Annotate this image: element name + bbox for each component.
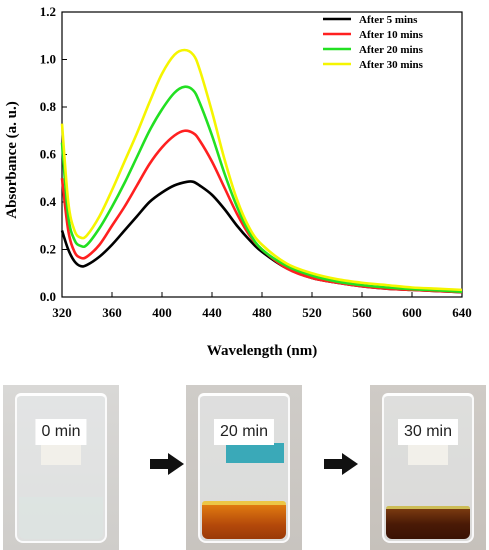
absorbance-chart: 0.0 0.2 0.4 0.6 0.8 1.0 1.2 320 360 400 440 480 520… xyxy=(4,4,472,359)
y-tick-label: 0.0 xyxy=(40,289,56,304)
x-tick-label: 640 xyxy=(452,305,472,320)
y-tick-label: 0.4 xyxy=(40,194,57,209)
legend-label: After 20 mins xyxy=(359,44,424,56)
blue-tape xyxy=(226,443,284,463)
x-tick-label: 480 xyxy=(252,305,272,320)
y-tick-label: 0.6 xyxy=(40,147,57,162)
x-tick-label: 600 xyxy=(402,305,422,320)
series-line-2 xyxy=(60,129,463,294)
solution-dark-brown xyxy=(386,509,470,539)
beaker-glass xyxy=(15,393,107,543)
legend-label: After 10 mins xyxy=(359,29,424,41)
y-tick-label: 0.8 xyxy=(40,99,57,114)
x-tick-label: 520 xyxy=(302,305,322,320)
solution-meniscus xyxy=(386,506,470,511)
x-tick-label: 400 xyxy=(152,305,172,320)
right-arrow-icon xyxy=(324,453,358,475)
beaker-photo-0min: 0 min xyxy=(3,385,119,550)
right-arrow-icon xyxy=(150,453,184,475)
beaker-glass xyxy=(382,393,474,543)
legend-label: After 30 mins xyxy=(359,59,424,71)
y-tick-label: 0.2 xyxy=(40,242,56,257)
series-line-3 xyxy=(60,85,463,294)
x-tick-label: 560 xyxy=(352,305,372,320)
solution-orange xyxy=(202,505,286,539)
beaker-photo-20min: 20 min xyxy=(186,385,302,550)
solution-meniscus xyxy=(202,501,286,507)
beaker-photo-row: 0 min 20 min 30 min xyxy=(0,385,489,550)
x-axis-label: Wavelength (nm) xyxy=(207,343,317,359)
beaker-photo-30min: 30 min xyxy=(370,385,486,550)
time-label-0min: 0 min xyxy=(35,419,87,445)
x-tick-label: 360 xyxy=(102,305,122,320)
solution-clear xyxy=(19,497,103,539)
y-tick-label: 1.2 xyxy=(40,4,56,19)
y-axis-label: Absorbance (a. u.) xyxy=(4,101,20,219)
series-line-4 xyxy=(60,48,463,292)
y-tick-label: 1.0 xyxy=(40,52,56,67)
x-tick-label: 320 xyxy=(52,305,72,320)
x-tick-label: 440 xyxy=(202,305,222,320)
beaker-glass xyxy=(198,393,290,543)
time-label-30min: 30 min xyxy=(397,419,459,445)
legend-label: After 5 mins xyxy=(359,14,418,26)
time-label-20min: 20 min xyxy=(213,419,275,445)
series-line-1 xyxy=(60,180,463,294)
